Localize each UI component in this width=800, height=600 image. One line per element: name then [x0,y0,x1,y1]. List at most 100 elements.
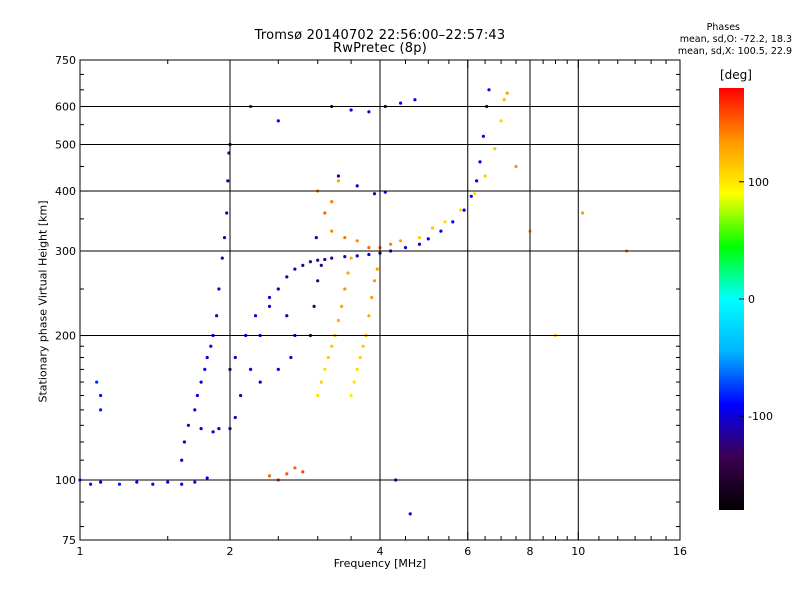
data-point [403,246,408,250]
data-point [413,98,417,102]
data-point [330,200,334,204]
x-axis-label: Frequency [MHz] [333,557,427,570]
x-tick-label: 4 [377,545,384,558]
y-tick-label: 500 [55,139,76,152]
data-point [336,174,340,178]
data-point [226,179,230,183]
data-point [505,91,509,95]
data-point [426,237,430,241]
data-point [487,88,491,92]
data-point [215,314,219,318]
data-point [493,147,497,151]
data-point [293,267,297,271]
data-point [285,314,289,318]
y-tick-label: 100 [55,474,76,487]
data-point [323,367,327,371]
data-point [205,355,209,360]
data-point [180,482,184,486]
data-point [483,174,487,178]
colorbar: 100 0 -100 [719,88,773,510]
data-point [289,355,293,360]
data-point [319,263,323,267]
x-tick-label: 10 [571,545,585,558]
data-point [199,380,203,384]
stats-x-mode: mean, sd,X: 100.5, 22.9 [677,46,792,57]
data-point [343,236,347,240]
grid [80,60,680,540]
data-point [301,263,305,267]
data-point [233,355,237,360]
data-point [205,476,209,480]
data-point [276,367,280,371]
data-point [314,236,318,240]
data-point [367,110,371,114]
data-point [186,423,190,427]
data-point [375,267,379,271]
y-tick-label: 750 [55,54,76,67]
data-point [399,101,403,105]
colorbar-tick-label: 100 [748,176,769,189]
data-point [417,242,422,246]
data-point [581,211,585,215]
data-point [358,355,362,360]
data-point [326,355,330,360]
data-point [180,458,184,462]
y-tick-label: 300 [55,245,76,258]
data-point [323,257,327,262]
data-point [336,179,340,183]
data-point [209,344,213,348]
data-point [225,211,229,215]
data-point [276,119,280,123]
data-point [372,192,377,196]
data-point [316,258,320,262]
data-point [217,427,221,431]
data-point [193,480,197,484]
data-point [285,472,289,476]
data-point [349,393,353,398]
data-point [439,229,443,233]
data-point [316,279,320,283]
data-point [514,164,518,169]
data-point [458,208,462,212]
x-tick-label: 8 [527,545,534,558]
data-point [343,255,347,259]
data-point [389,242,393,246]
data-point [336,318,340,323]
data-point [367,314,371,318]
data-point [293,466,297,470]
y-tick-label: 75 [62,534,76,547]
data-point [203,367,207,371]
y-tick-label: 600 [55,101,76,114]
data-point [217,287,221,291]
data-point [151,482,155,486]
data-point [499,119,503,123]
data-point [249,367,253,371]
data-point [473,192,477,196]
data-point [285,275,289,279]
data-point [276,287,280,291]
data-point [462,208,466,212]
data-point [99,393,103,398]
data-point [220,256,224,260]
chart-subtitle: RwPretec (8p) [333,41,427,56]
data-point [312,304,316,308]
data-point [95,380,99,384]
data-point [308,260,312,264]
data-point [239,393,243,398]
stats-o-mode: mean, sd,O: -72.2, 18.3 [679,34,792,45]
data-point [367,252,371,257]
phase-statistics: Phases mean, sd,O: -72.2, 18.3 mean, sd,… [592,22,792,58]
data-point [258,380,262,384]
data-point [319,380,323,384]
data-point [349,256,353,260]
y-tick-label: 400 [55,185,76,198]
data-point [502,98,506,102]
data-point [330,229,334,233]
data-point [346,271,350,275]
data-point [349,108,353,112]
data-point [267,474,272,478]
data-point [211,430,215,434]
colorbar-tick-label: -100 [748,410,773,423]
data-point [330,344,334,348]
